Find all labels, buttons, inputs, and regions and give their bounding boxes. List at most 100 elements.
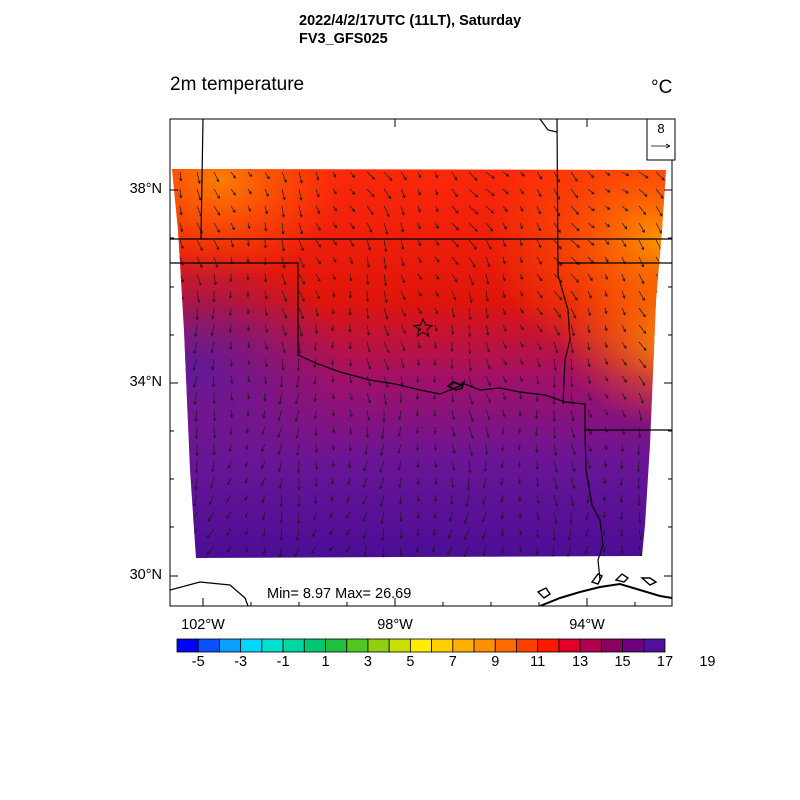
- wind-vector-arrow: [587, 307, 592, 317]
- wind-vector-arrow: [552, 393, 556, 405]
- wind-vector-arrow: [433, 443, 438, 451]
- wind-vector-arrow: [481, 511, 487, 523]
- wind-vector-arrow: [332, 273, 336, 280]
- wind-vector-arrow: [298, 239, 304, 252]
- wind-vector-arrow: [464, 511, 470, 524]
- wind-vector-arrow: [587, 375, 592, 384]
- wind-vector-arrow: [502, 239, 507, 248]
- wind-vector-arrow: [482, 528, 487, 540]
- colorbar-box: [325, 638, 348, 653]
- wind-vector-arrow: [383, 188, 392, 200]
- wind-vector-arrow: [638, 324, 647, 334]
- wind-vector-arrow: [448, 528, 453, 539]
- wind-vector-arrow: [227, 477, 232, 486]
- wind-vector-arrow: [176, 528, 181, 538]
- wind-vector-arrow: [485, 392, 491, 403]
- wind-vector-arrow: [604, 188, 611, 193]
- wind-vector-arrow: [383, 307, 389, 320]
- wind-vector-arrow: [638, 256, 644, 268]
- wind-vector-arrow: [451, 171, 458, 181]
- wind-vector-arrow: [536, 494, 540, 504]
- wind-vector-arrow: [313, 392, 317, 402]
- wind-vector-arrow: [262, 545, 266, 555]
- wind-vector-arrow: [349, 273, 353, 282]
- colorbar-box: [219, 638, 242, 653]
- wind-vector-arrow: [281, 341, 286, 354]
- wind-vector-arrow: [179, 205, 183, 216]
- wind-vector-arrow: [226, 528, 232, 536]
- wind-vector-arrow: [399, 512, 403, 522]
- wind-vector-arrow: [297, 495, 301, 507]
- wind-vector-arrow: [485, 307, 489, 319]
- wind-vector-arrow: [451, 222, 459, 231]
- wind-vector-arrow: [196, 188, 202, 201]
- wind-vector-arrow: [587, 409, 592, 418]
- wind-vector-arrow: [211, 375, 216, 388]
- wind-vector-arrow: [208, 494, 215, 506]
- unit-label: °C: [651, 77, 673, 98]
- wind-vector-arrow: [261, 494, 266, 503]
- wind-vector-arrow: [400, 358, 405, 369]
- wind-vector-arrow: [570, 358, 574, 371]
- wind-vector-arrow: [417, 290, 422, 297]
- wind-vector-arrow: [570, 188, 579, 199]
- wind-vector-arrow: [195, 443, 199, 456]
- wind-vector-arrow: [587, 290, 592, 299]
- wind-vector-arrow: [654, 426, 658, 439]
- wind-vector-arrow: [655, 290, 665, 301]
- wind-vector-arrow: [315, 239, 321, 248]
- wind-vector-arrow: [247, 171, 253, 178]
- wind-vector-arrow: [332, 426, 336, 434]
- wind-vector-arrow: [620, 443, 625, 452]
- wind-vector-arrow: [383, 222, 389, 235]
- wind-vector-arrow: [553, 307, 562, 318]
- wind-vector-arrow: [519, 290, 524, 297]
- colorbar-box: [303, 638, 326, 653]
- wind-vector-arrow: [655, 307, 665, 317]
- wind-vector-arrow: [502, 358, 507, 366]
- wind-vector-arrow: [347, 477, 351, 486]
- wind-vector-arrow: [230, 171, 236, 179]
- wind-vector-arrow: [587, 392, 592, 401]
- wind-vector-arrow: [570, 205, 579, 215]
- wind-vector-arrow: [587, 443, 592, 452]
- wind-vector-arrow: [604, 222, 610, 228]
- wind-vector-arrow: [552, 528, 556, 541]
- wind-vector-arrow: [281, 222, 285, 235]
- wind-vector-arrow: [519, 273, 523, 280]
- wind-vector-arrow: [536, 358, 541, 368]
- wind-vector-arrow: [621, 239, 627, 247]
- wind-vector-arrow: [400, 375, 404, 386]
- wind-vector-arrow: [587, 341, 591, 351]
- wind-vector-arrow: [584, 528, 589, 538]
- wind-vector-arrow: [278, 392, 283, 405]
- wind-vector-arrow: [383, 375, 389, 388]
- wind-vector-arrow: [349, 256, 353, 265]
- variable-label: 2m temperature: [170, 74, 305, 95]
- wind-vector-arrow: [213, 239, 220, 251]
- colorbar-box: [600, 638, 623, 653]
- wind-vector-arrow: [362, 477, 368, 489]
- wind-vector-arrow: [536, 205, 541, 215]
- wind-vector-arrow: [416, 511, 420, 519]
- wind-vector-arrow: [315, 205, 320, 215]
- wind-vector-arrow: [655, 358, 663, 370]
- wind-vector-arrow: [465, 494, 470, 507]
- wind-vector-arrow: [264, 341, 269, 350]
- wind-vector-arrow: [279, 528, 283, 541]
- wind-vector-arrow: [366, 273, 370, 285]
- wind-vector-arrow: [602, 494, 606, 502]
- wind-vector-arrow: [587, 324, 591, 334]
- wind-vector-arrow: [570, 239, 580, 248]
- wind-vector-arrow: [177, 460, 181, 471]
- wind-vector-arrow: [398, 494, 403, 505]
- wind-vector-arrow: [604, 205, 611, 210]
- wind-vector-arrow: [468, 443, 473, 456]
- wind-vector-arrow: [434, 290, 439, 297]
- wind-vector-arrow: [277, 443, 283, 455]
- wind-vector-arrow: [620, 460, 624, 469]
- wind-vector-arrow: [536, 188, 542, 197]
- wind-vector-arrow: [417, 171, 422, 179]
- wind-vector-arrow: [450, 341, 454, 352]
- wind-vector-arrow: [621, 358, 627, 366]
